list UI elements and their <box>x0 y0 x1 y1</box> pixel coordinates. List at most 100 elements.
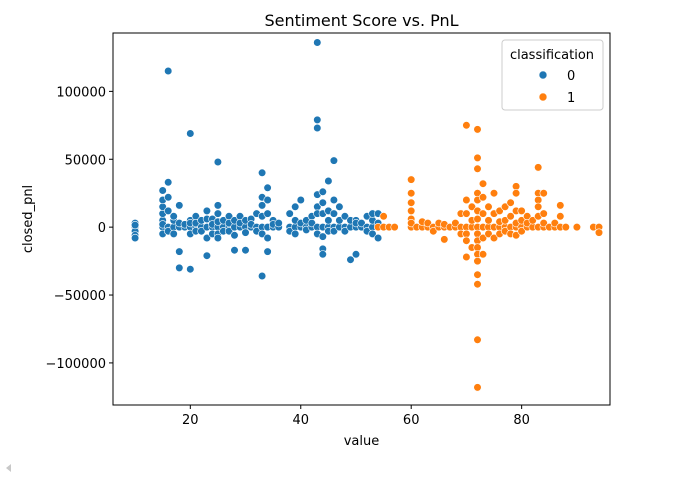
data-point-class-1 <box>556 201 565 210</box>
x-tick-label: 60 <box>403 413 420 428</box>
data-point-class-0 <box>258 201 267 210</box>
data-point-class-1 <box>407 219 416 228</box>
data-point-class-1 <box>429 227 438 236</box>
data-point-class-0 <box>329 227 339 236</box>
data-point-class-0 <box>329 195 339 205</box>
data-point-class-1 <box>451 219 460 228</box>
data-point-class-1 <box>484 229 493 238</box>
data-point-class-0 <box>351 250 361 259</box>
legend-label-0: 0 <box>567 69 575 84</box>
data-point-class-0 <box>318 232 327 241</box>
data-point-class-1 <box>501 216 510 225</box>
data-point-class-1 <box>473 243 482 252</box>
data-point-class-0 <box>224 227 234 236</box>
data-point-class-1 <box>539 209 548 218</box>
data-point-class-1 <box>473 270 482 279</box>
data-point-class-0 <box>291 229 300 238</box>
data-point-class-0 <box>158 186 167 195</box>
data-point-class-0 <box>258 229 267 238</box>
data-point-class-1 <box>550 219 559 228</box>
data-point-class-1 <box>539 189 548 198</box>
data-point-class-0 <box>197 227 206 236</box>
data-point-class-0 <box>296 195 305 205</box>
data-point-class-1 <box>379 212 388 221</box>
data-point-class-0 <box>340 227 350 236</box>
data-point-class-0 <box>131 221 140 230</box>
x-axis-label: value <box>344 434 380 449</box>
data-point-class-1 <box>473 214 482 224</box>
data-point-class-1 <box>556 212 565 221</box>
data-point-class-1 <box>511 231 521 240</box>
data-point-class-1 <box>501 202 510 211</box>
legend-title: classification <box>510 48 594 63</box>
data-point-class-0 <box>324 216 333 225</box>
data-point-class-1 <box>534 163 543 172</box>
data-point-class-0 <box>258 168 267 177</box>
data-point-class-0 <box>329 209 339 218</box>
data-point-class-1 <box>407 206 416 215</box>
data-point-class-0 <box>169 229 178 238</box>
y-axis-label: closed_pnl <box>21 185 36 253</box>
data-point-class-1 <box>473 153 482 162</box>
data-point-class-0 <box>274 219 283 228</box>
data-point-class-1 <box>473 335 482 344</box>
y-tick-label: −50000 <box>54 289 106 304</box>
data-point-class-1 <box>539 219 548 228</box>
data-point-class-0 <box>318 198 327 207</box>
y-tick-label: 0 <box>98 221 106 236</box>
data-point-class-0 <box>213 201 222 210</box>
data-point-class-0 <box>335 202 344 211</box>
data-point-class-0 <box>285 209 294 218</box>
scroll-left-icon[interactable] <box>6 464 11 472</box>
legend-label-1: 1 <box>567 91 575 106</box>
data-point-class-0 <box>291 202 300 211</box>
data-point-class-0 <box>230 246 239 255</box>
data-point-class-1 <box>423 219 432 228</box>
y-tick-label: 50000 <box>65 153 106 168</box>
data-point-class-1 <box>390 223 399 232</box>
data-point-class-1 <box>407 189 416 198</box>
data-point-class-1 <box>462 252 471 262</box>
data-point-class-1 <box>511 189 521 198</box>
data-point-class-0 <box>175 201 184 210</box>
data-point-class-1 <box>534 202 543 211</box>
x-tick-label: 20 <box>182 413 199 428</box>
data-point-class-0 <box>186 129 195 138</box>
data-point-class-1 <box>407 175 416 184</box>
data-point-class-1 <box>517 206 526 215</box>
data-point-class-0 <box>164 66 173 76</box>
data-point-class-0 <box>263 195 272 205</box>
data-point-class-1 <box>462 195 471 205</box>
data-point-class-0 <box>169 212 178 221</box>
data-point-class-0 <box>335 216 344 225</box>
data-point-class-0 <box>164 178 173 187</box>
data-point-class-0 <box>346 255 355 264</box>
data-point-class-0 <box>324 176 333 186</box>
data-point-class-1 <box>517 227 526 236</box>
data-point-class-1 <box>462 209 471 218</box>
data-point-class-1 <box>572 223 582 232</box>
data-point-class-1 <box>594 228 604 237</box>
data-point-class-0 <box>230 231 239 240</box>
data-point-class-0 <box>213 209 222 218</box>
data-point-class-0 <box>202 233 211 243</box>
data-point-class-1 <box>462 236 471 245</box>
data-point-class-1 <box>511 182 521 191</box>
data-point-class-1 <box>534 195 543 205</box>
data-point-class-1 <box>478 193 488 202</box>
data-point-class-1 <box>473 383 482 392</box>
data-point-class-1 <box>462 121 471 130</box>
y-axis: −100000 −50000 0 50000 100000 <box>45 85 113 372</box>
data-point-class-0 <box>202 206 211 215</box>
data-point-class-1 <box>407 198 416 207</box>
points-layer <box>131 38 604 392</box>
data-point-class-1 <box>473 164 482 173</box>
data-point-class-0 <box>374 233 383 243</box>
data-point-class-0 <box>313 38 322 47</box>
legend-box <box>501 39 604 111</box>
data-point-class-0 <box>263 183 272 192</box>
data-point-class-0 <box>313 115 322 124</box>
x-axis: 20 40 60 80 <box>182 405 530 428</box>
x-tick-label: 40 <box>292 413 309 428</box>
